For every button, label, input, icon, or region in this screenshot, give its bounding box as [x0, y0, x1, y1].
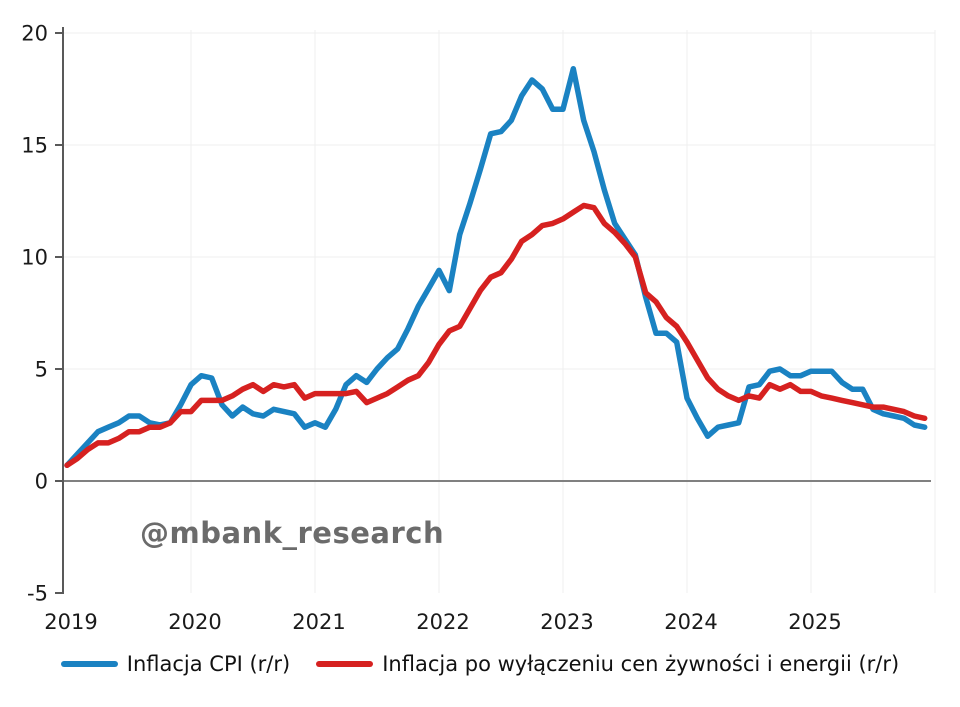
x-tick-label-2020: 2020: [168, 610, 221, 634]
x-tick-label-2019: 2019: [44, 610, 97, 634]
watermark: @mbank_research: [140, 516, 445, 550]
series-line-0: [64, 66, 928, 469]
x-tick-label-2024: 2024: [664, 610, 717, 634]
y-tick-label-20: 20: [21, 22, 48, 46]
y-tick-label-15: 15: [21, 134, 48, 158]
x-tick-label-2021: 2021: [292, 610, 345, 634]
cpi-line-swatch: [60, 661, 118, 667]
series-line-1: [64, 202, 928, 469]
core-legend-label: Inflacja po wyłączeniu cen żywności i en…: [382, 652, 900, 676]
cpi-legend-label: Inflacja CPI (r/r): [126, 652, 291, 676]
x-tick-label-2025: 2025: [788, 610, 841, 634]
chart-canvas: -5 0 5 10 15 20 2019 2020 2021 2022 2023 2024 2025: [21, 22, 936, 634]
y-tick-label--5: -5: [27, 582, 48, 606]
legend-item-cpi: Inflacja CPI (r/r): [60, 652, 291, 676]
legend: Inflacja CPI (r/r) Inflacja po wyłączeni…: [0, 652, 960, 676]
legend-item-core: Inflacja po wyłączeniu cen żywności i en…: [316, 652, 899, 676]
core-line-swatch: [316, 661, 374, 667]
x-tick-label-2022: 2022: [416, 610, 469, 634]
y-tick-label-5: 5: [35, 358, 48, 382]
y-tick-label-10: 10: [21, 246, 48, 270]
y-tick-label-0: 0: [35, 470, 48, 494]
x-tick-label-2023: 2023: [540, 610, 593, 634]
